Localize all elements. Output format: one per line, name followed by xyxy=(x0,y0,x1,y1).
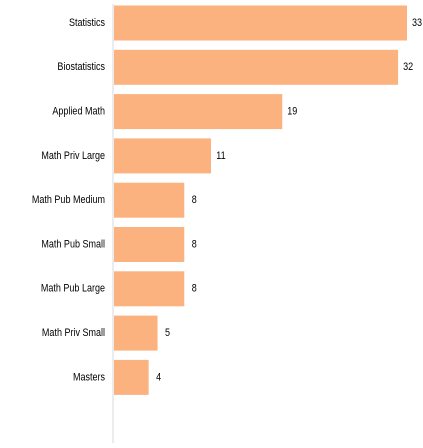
value-label: 8 xyxy=(192,283,197,295)
category-label: Math Pub Small xyxy=(41,239,105,251)
category-labels: Statistics Biostatistics Applied Math Math … xyxy=(32,17,105,383)
value-label: 5 xyxy=(165,327,170,339)
bars-layer xyxy=(114,5,407,395)
category-label: Math Priv Large xyxy=(41,150,105,162)
value-label: 8 xyxy=(192,194,197,206)
bar xyxy=(114,227,185,262)
category-label: Math Pub Large xyxy=(41,283,105,295)
value-label: 8 xyxy=(192,239,197,251)
category-label: Math Priv Small xyxy=(42,327,105,339)
category-label: Statistics xyxy=(69,17,105,29)
bar xyxy=(114,49,399,85)
bar xyxy=(114,94,283,130)
bar xyxy=(114,359,149,395)
category-label: Applied Math xyxy=(52,106,105,118)
bar xyxy=(114,138,211,174)
value-label: 4 xyxy=(156,372,161,384)
category-label: Math Pub Medium xyxy=(32,194,105,206)
bar xyxy=(114,271,185,307)
category-label: Masters xyxy=(73,372,105,384)
bar xyxy=(114,182,185,218)
bar xyxy=(114,315,158,351)
value-label: 11 xyxy=(216,150,226,162)
value-label: 33 xyxy=(412,17,422,29)
value-label: 19 xyxy=(287,106,297,118)
value-label: 32 xyxy=(403,61,413,73)
bar xyxy=(114,5,407,41)
category-label: Biostatistics xyxy=(57,61,105,73)
value-labels: 33 32 19 11 8 8 8 5 4 xyxy=(156,17,422,383)
